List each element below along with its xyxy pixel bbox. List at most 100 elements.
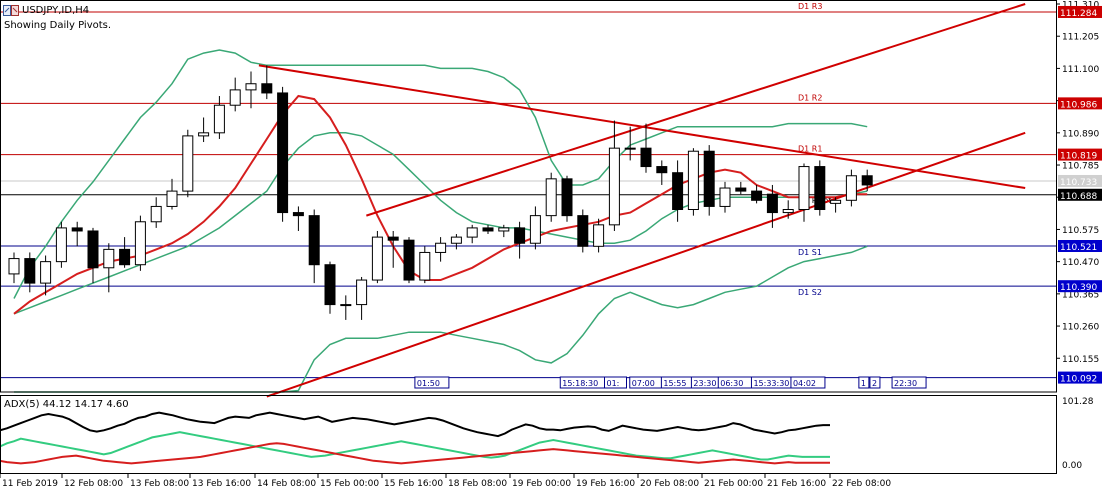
price-tag-label: 111.284	[1060, 9, 1097, 19]
candle-body	[735, 187, 747, 192]
chart-window-icon	[3, 5, 19, 16]
candle-body	[435, 242, 447, 253]
candle-body	[719, 187, 731, 207]
candle-body	[498, 227, 510, 232]
candle-body	[71, 227, 83, 232]
price-tag	[1058, 371, 1102, 384]
candle-body	[814, 166, 826, 211]
session-box	[858, 376, 870, 389]
pivot-label: D1 R3	[798, 2, 822, 11]
candle-body	[229, 89, 241, 106]
time-axis-label: 21 Feb 00:00	[704, 479, 763, 489]
candle-body	[845, 175, 857, 201]
adx-plus-di-line	[0, 431, 830, 461]
price-tick-label: 111.310	[1062, 1, 1099, 11]
adx-axis-label: 0.00	[1062, 461, 1082, 471]
session-box-label: 04:02	[793, 379, 816, 388]
time-axis-label: 18 Feb 08:00	[448, 479, 507, 489]
price-tag	[1058, 148, 1102, 161]
session-box-label: 22:30	[894, 379, 917, 388]
candle-body	[751, 190, 763, 201]
candle-body	[514, 227, 526, 244]
chart-symbol-title: USDJPY,ID,H4	[22, 5, 90, 16]
candle-body	[782, 209, 794, 214]
candle-body	[861, 175, 873, 186]
candle-body	[672, 172, 684, 211]
price-tag	[1058, 280, 1102, 293]
candle-body	[703, 150, 715, 207]
time-axis-label: 11 Feb 2019	[2, 479, 58, 489]
price-tag-label: 110.986	[1060, 100, 1097, 110]
time-axis-label: 21 Feb 16:00	[767, 479, 826, 489]
candle-body	[213, 104, 225, 134]
session-box	[869, 376, 881, 389]
price-tick-label: 110.365	[1062, 290, 1099, 300]
candle-body	[640, 147, 652, 168]
adx-minus-di-line	[0, 442, 830, 465]
candle-body	[624, 147, 636, 150]
price-tag-label: 110.390	[1060, 283, 1097, 293]
candle-body	[198, 132, 210, 137]
candle-body	[324, 264, 336, 306]
candle-body	[450, 236, 462, 244]
price-tag-label: 110.092	[1060, 375, 1097, 385]
candle-body	[308, 215, 320, 266]
candle-body	[593, 224, 605, 247]
candle-body	[134, 221, 146, 266]
session-box-label: 06:30	[720, 379, 743, 388]
session-box-label: 01:50	[417, 379, 440, 388]
candle-body	[529, 215, 541, 244]
candle-body	[55, 227, 67, 263]
price-tick-label: 110.260	[1062, 323, 1099, 333]
candle-body	[656, 166, 668, 174]
session-box-label: 15:33:30	[753, 379, 789, 388]
trend-line-channel-lower	[266, 131, 1026, 398]
candle-body	[8, 258, 20, 275]
price-tick-label: 110.470	[1062, 258, 1099, 268]
session-box	[604, 376, 627, 389]
candle-body	[356, 279, 368, 306]
price-tag	[1058, 5, 1102, 18]
candle-body	[687, 150, 699, 211]
pivot-label: D1 S2	[798, 288, 822, 297]
time-axis-label: 14 Feb 08:00	[257, 479, 316, 489]
time-axis-label: 19 Feb 16:00	[576, 479, 635, 489]
candle-body	[577, 215, 589, 247]
candle-body	[608, 147, 620, 226]
adx-main-line	[0, 411, 830, 438]
chart-subtitle: Showing Daily Pivots.	[4, 20, 112, 31]
candle-body	[466, 227, 478, 238]
price-tag	[1058, 97, 1102, 110]
trend-line-channel-upper	[366, 3, 1026, 217]
adx-indicator-label: ADX(5) 44.12 14.17 4.60	[4, 399, 129, 410]
candle-body	[766, 193, 778, 214]
price-tick-label: 111.100	[1062, 65, 1099, 75]
candle-body	[87, 230, 99, 269]
price-tick-label: 110.785	[1062, 162, 1099, 172]
candle-body	[545, 178, 557, 217]
candle-body	[798, 166, 810, 211]
candle-body	[371, 236, 383, 281]
session-box	[891, 376, 927, 389]
session-box-label: 23:30	[693, 379, 716, 388]
candle-body	[830, 199, 842, 204]
pivot-label: D1 R1	[798, 145, 822, 154]
candle-body	[292, 212, 304, 217]
candle-body	[340, 304, 352, 307]
candle-body	[277, 92, 289, 214]
time-axis-label: 22 Feb 08:00	[832, 479, 891, 489]
price-tick-label: 110.575	[1062, 226, 1099, 236]
bollinger-upper-line	[13, 49, 868, 299]
time-axis-label: 15 Feb 00:00	[320, 479, 379, 489]
candle-body	[103, 248, 115, 269]
time-axis-label: 13 Feb 16:00	[192, 479, 251, 489]
time-axis-label: 20 Feb 08:00	[640, 479, 699, 489]
time-axis-label: 19 Feb 00:00	[512, 479, 571, 489]
time-axis-label: 13 Feb 08:00	[130, 479, 189, 489]
candle-body	[403, 239, 415, 281]
main-panel-frame	[0, 0, 1057, 393]
price-tick-label: 111.205	[1062, 33, 1099, 43]
pivot-label: D1 R2	[798, 93, 822, 102]
adx-axis-label: 101.28	[1062, 397, 1094, 407]
